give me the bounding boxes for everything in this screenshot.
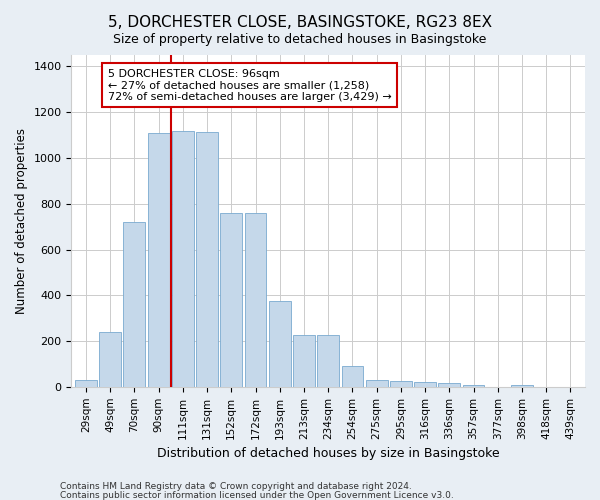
Bar <box>414 382 436 387</box>
Bar <box>317 334 339 387</box>
Text: 5, DORCHESTER CLOSE, BASINGSTOKE, RG23 8EX: 5, DORCHESTER CLOSE, BASINGSTOKE, RG23 8… <box>108 15 492 30</box>
Bar <box>124 222 145 387</box>
Bar <box>439 384 460 387</box>
Text: Size of property relative to detached houses in Basingstoke: Size of property relative to detached ho… <box>113 32 487 46</box>
Bar <box>99 332 121 387</box>
Text: Contains public sector information licensed under the Open Government Licence v3: Contains public sector information licen… <box>60 490 454 500</box>
Text: Contains HM Land Registry data © Crown copyright and database right 2024.: Contains HM Land Registry data © Crown c… <box>60 482 412 491</box>
Bar <box>245 213 266 387</box>
Bar <box>366 380 388 387</box>
Bar <box>269 301 290 387</box>
Bar <box>172 130 194 387</box>
Bar <box>148 133 170 387</box>
Bar <box>220 213 242 387</box>
Bar <box>390 381 412 387</box>
Y-axis label: Number of detached properties: Number of detached properties <box>15 128 28 314</box>
Bar <box>463 384 484 387</box>
Bar <box>511 384 533 387</box>
Bar <box>75 380 97 387</box>
Bar <box>196 132 218 387</box>
X-axis label: Distribution of detached houses by size in Basingstoke: Distribution of detached houses by size … <box>157 447 500 460</box>
Bar <box>341 366 364 387</box>
Text: 5 DORCHESTER CLOSE: 96sqm
← 27% of detached houses are smaller (1,258)
72% of se: 5 DORCHESTER CLOSE: 96sqm ← 27% of detac… <box>108 68 391 102</box>
Bar <box>293 334 315 387</box>
